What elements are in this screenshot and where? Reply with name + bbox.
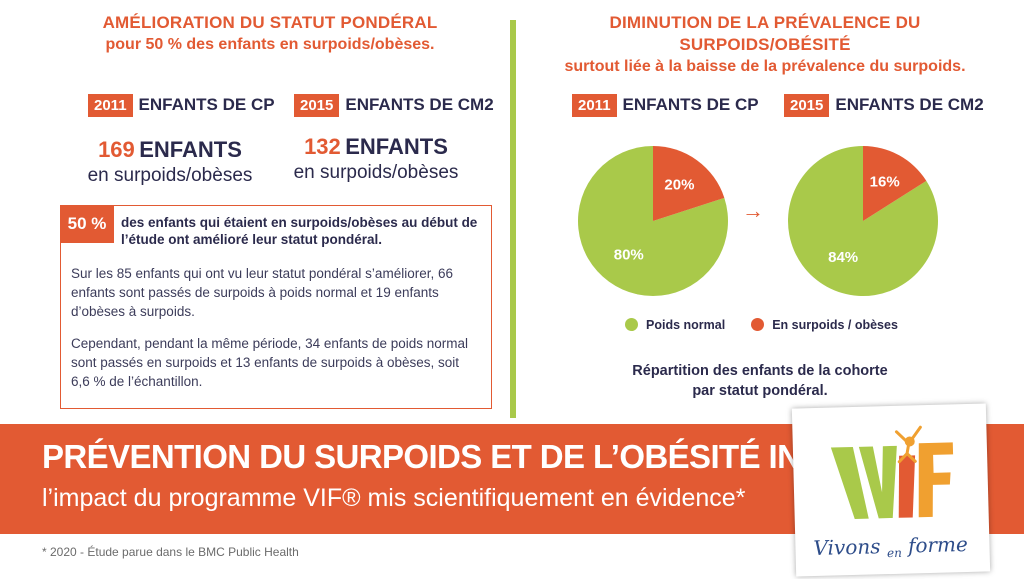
left-section: AMÉLIORATION DU STATUT PONDÉRAL pour 50 … [40, 12, 500, 409]
left-title: AMÉLIORATION DU STATUT PONDÉRAL [102, 13, 438, 32]
tagline-word: en [886, 545, 903, 561]
count-number: 132 [304, 134, 341, 159]
pie-label-over: 20% [664, 177, 694, 194]
right-col2-header: 2015 ENFANTS DE CM2 [784, 94, 984, 117]
year-tag: 2015 [294, 94, 340, 117]
left-col1-header: 2011 ENFANTS DE CP [88, 94, 275, 117]
vertical-divider [510, 20, 516, 418]
info-box: 50 % des enfants qui étaient en surpoids… [60, 205, 492, 409]
arrow-right-icon: → [742, 198, 764, 223]
banner-subtitle: l’impact du programme VIF® mis scientifi… [42, 484, 746, 512]
group-label: ENFANTS DE CP [622, 95, 759, 114]
caption-line-2: par statut pondéral. [692, 383, 828, 399]
chart-legend: Poids normal En surpoids / obèses [625, 318, 898, 332]
info-lead: des enfants qui étaient en surpoids/obès… [121, 215, 478, 247]
left-col1-count: 169 ENFANTS en surpoids/obèses [60, 137, 280, 187]
chart-caption: Répartition des enfants de la cohorte pa… [590, 361, 930, 401]
pie-chart-2015: 84% 16% [788, 146, 938, 296]
pie-label-normal: 80% [614, 246, 644, 263]
group-label: ENFANTS DE CM2 [835, 95, 984, 114]
percent-badge: 50 % [60, 205, 114, 243]
left-col2-count: 132 ENFANTS en surpoids/obèses [266, 134, 486, 184]
count-desc: en surpoids/obèses [87, 165, 253, 186]
left-subtitle: pour 50 % des enfants en surpoids/obèses… [105, 36, 435, 53]
count-number: 169 [98, 137, 135, 162]
left-col2-header: 2015 ENFANTS DE CM2 [294, 94, 494, 117]
vif-logo: Vivons en forme [791, 403, 991, 577]
footnote: * 2020 - Étude parue dans le BMC Public … [42, 545, 299, 559]
pie-slice-over [863, 146, 927, 221]
orange-dot-icon [751, 318, 765, 331]
legend-item-over: En surpoids / obèses [751, 318, 898, 332]
legend-item-normal: Poids normal [625, 318, 725, 332]
info-paragraph-1: Sur les 85 enfants qui ont vu leur statu… [71, 266, 453, 319]
count-desc: en surpoids/obèses [293, 162, 459, 183]
year-tag: 2011 [572, 94, 617, 117]
group-label: ENFANTS DE CP [138, 95, 275, 114]
year-tag: 2015 [784, 94, 830, 117]
count-unit: ENFANTS [345, 134, 448, 159]
legend-label: En surpoids / obèses [772, 318, 898, 332]
right-title: DIMINUTION DE LA PRÉVALENCE DU SURPOIDS/… [609, 13, 921, 54]
tagline-word: forme [907, 532, 969, 558]
right-section: DIMINUTION DE LA PRÉVALENCE DU SURPOIDS/… [530, 12, 1000, 399]
tagline-word: Vivons [813, 534, 881, 561]
info-paragraph-2: Cependant, pendant la même période, 34 e… [71, 336, 469, 389]
green-dot-icon [625, 318, 638, 331]
right-col1-header: 2011 ENFANTS DE CP [572, 94, 759, 117]
caption-line-1: Répartition des enfants de la cohorte [632, 363, 888, 379]
group-label: ENFANTS DE CM2 [345, 95, 494, 114]
pie-label-over: 16% [870, 174, 900, 191]
vif-logo-mark [830, 425, 954, 519]
pie-chart-2011: 80% 20% [578, 146, 728, 296]
logo-tagline: Vivons en forme [813, 532, 968, 562]
pie-label-normal: 84% [828, 249, 858, 266]
right-subtitle: surtout liée à la baisse de la prévalenc… [564, 58, 966, 75]
legend-label: Poids normal [646, 318, 726, 332]
count-unit: ENFANTS [139, 137, 242, 162]
pie-slice-over [653, 146, 725, 221]
year-tag: 2011 [88, 94, 133, 117]
